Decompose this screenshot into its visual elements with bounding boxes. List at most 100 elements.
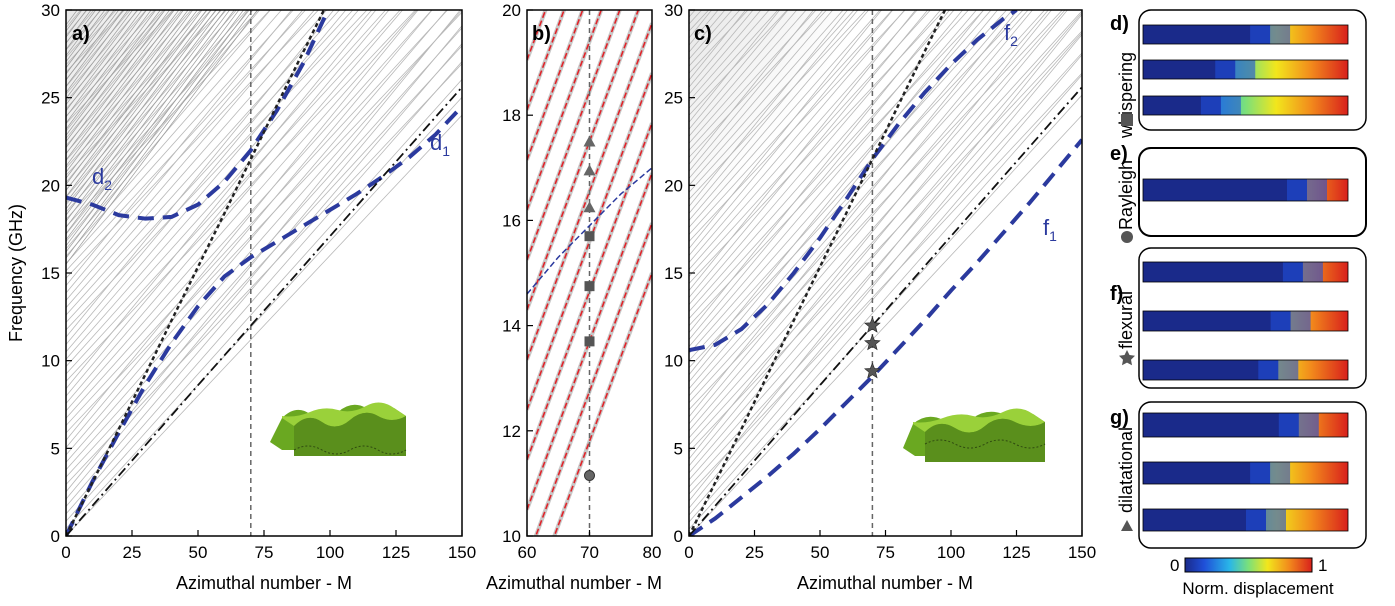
series-line bbox=[527, 167, 652, 295]
y-tick-label: 20 bbox=[41, 176, 60, 195]
mode-line bbox=[66, 10, 304, 294]
x-tick-label: 125 bbox=[382, 543, 410, 562]
mode-line bbox=[689, 10, 690, 11]
mode-shape-outline bbox=[1142, 412, 1349, 438]
panel-b-xlabel: Azimuthal number - M bbox=[486, 573, 662, 593]
triangle-marker bbox=[583, 164, 596, 176]
panel-d-whispering: d) whispering bbox=[1110, 9, 1367, 139]
mode-shape-blend bbox=[1250, 462, 1291, 484]
y-tick-label: 0 bbox=[51, 527, 60, 546]
mode-line bbox=[66, 10, 235, 234]
colorbar-label: Norm. displacement bbox=[1182, 579, 1333, 598]
mode-line bbox=[66, 10, 271, 227]
panel-a-xlabel: Azimuthal number - M bbox=[176, 573, 352, 593]
mode-line bbox=[66, 10, 189, 173]
mode-line bbox=[689, 12, 1082, 474]
mode-line bbox=[689, 10, 788, 116]
star-marker-icon bbox=[1119, 350, 1135, 366]
panel-c-mode-lines bbox=[689, 0, 1082, 536]
mode-line bbox=[66, 10, 166, 132]
mode-line bbox=[66, 10, 347, 345]
mode-line bbox=[689, 10, 798, 137]
x-tick-label: 0 bbox=[61, 543, 70, 562]
x-tick-label: 0 bbox=[684, 543, 693, 562]
mode-line bbox=[689, 74, 1082, 523]
mode-line bbox=[66, 10, 157, 130]
mode-line bbox=[66, 10, 143, 112]
mode-line bbox=[66, 10, 328, 308]
mode-line bbox=[689, 94, 1082, 530]
x-tick-label: 60 bbox=[518, 543, 537, 562]
mode-line bbox=[66, 10, 244, 247]
mode-shape-base bbox=[1143, 462, 1271, 484]
mode-shape-blend bbox=[1282, 262, 1323, 282]
mode-shape-base bbox=[1143, 25, 1271, 44]
series-line-f2 bbox=[689, 10, 1018, 353]
mode-line bbox=[66, 10, 404, 404]
mode-line bbox=[689, 10, 1029, 396]
mode-line bbox=[66, 10, 237, 205]
panel-c-xlabel: Azimuthal number - M bbox=[797, 573, 973, 593]
panel-a-series bbox=[66, 10, 462, 536]
mode-line bbox=[66, 10, 138, 105]
mode-shape-blend bbox=[1258, 360, 1299, 380]
star-marker bbox=[864, 334, 881, 351]
mode-line bbox=[689, 10, 870, 221]
mode-line bbox=[689, 10, 824, 172]
mode-line bbox=[689, 10, 1082, 446]
series-line bbox=[66, 10, 326, 536]
x-tick-label: 100 bbox=[316, 543, 344, 562]
red-dashed-mode-line bbox=[527, 10, 528, 11]
mode-shape-base bbox=[1143, 509, 1266, 531]
mode-line bbox=[66, 10, 259, 220]
mode-line bbox=[689, 10, 1046, 404]
mode-line bbox=[689, 10, 929, 298]
mode-line bbox=[66, 10, 258, 265]
mode-line bbox=[689, 10, 883, 249]
label-f1: f1 bbox=[1043, 215, 1057, 244]
y-tick-label: 10 bbox=[41, 352, 60, 371]
mode-line bbox=[689, 30, 1082, 453]
mode-line bbox=[689, 0, 1082, 3]
mode-line bbox=[66, 61, 462, 515]
mode-line bbox=[689, 10, 1049, 432]
mode-line bbox=[689, 52, 1082, 488]
y-tick-label: 18 bbox=[502, 106, 521, 125]
x-tick-label: 25 bbox=[123, 543, 142, 562]
mode-shape-base bbox=[1143, 262, 1303, 282]
x-tick-label: 150 bbox=[1068, 543, 1096, 562]
mode-line bbox=[66, 10, 166, 142]
mode-line bbox=[66, 10, 184, 167]
x-tick-label: 150 bbox=[448, 543, 476, 562]
mode-line bbox=[66, 10, 208, 183]
x-tick-label: 100 bbox=[937, 543, 965, 562]
y-tick-label: 20 bbox=[502, 1, 521, 20]
series-line-d1 bbox=[66, 105, 462, 536]
panel-b-mode-lines bbox=[527, 10, 652, 536]
colorbar-gradient bbox=[1184, 557, 1313, 573]
panel-f-label: f) bbox=[1110, 283, 1123, 305]
mode-line bbox=[689, 114, 1082, 536]
mode-line bbox=[66, 10, 134, 99]
mode-line bbox=[66, 10, 315, 301]
mode-line bbox=[66, 10, 387, 367]
panel-c-slab-inset bbox=[903, 408, 1046, 462]
mode-shape-outline bbox=[1142, 95, 1349, 116]
mode-line bbox=[689, 10, 1053, 460]
x-tick-label: 50 bbox=[811, 543, 830, 562]
red-dashed-mode-line bbox=[527, 10, 621, 261]
mode-line bbox=[66, 10, 248, 213]
y-tick-label: 5 bbox=[51, 439, 60, 458]
panel-g-name: dilatational bbox=[1116, 427, 1136, 513]
mode-shape-blend bbox=[1287, 179, 1327, 201]
mode-line bbox=[689, 10, 844, 186]
red-dashed-mode-line bbox=[527, 22, 652, 361]
mode-line bbox=[689, 10, 1068, 467]
red-dashed-mode-line bbox=[527, 122, 652, 461]
x-tick-label: 125 bbox=[1002, 543, 1030, 562]
mode-line bbox=[689, 10, 985, 326]
mode-shape-base bbox=[1143, 311, 1291, 331]
series-line bbox=[689, 10, 947, 536]
mode-line bbox=[689, 34, 1082, 509]
mode-line bbox=[689, 10, 1013, 389]
